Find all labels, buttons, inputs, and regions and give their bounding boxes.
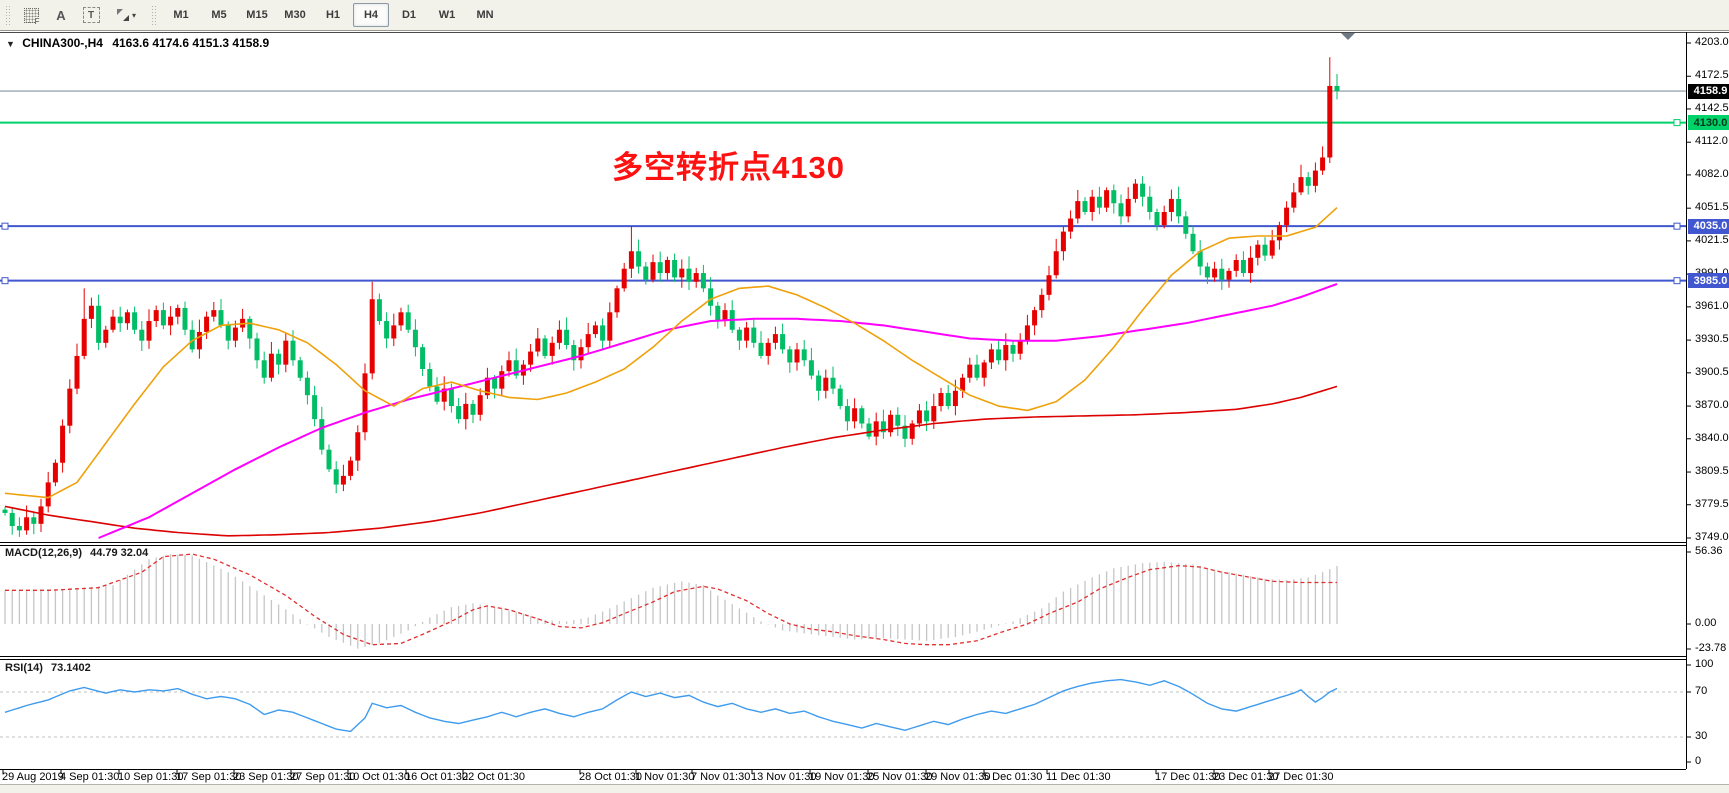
time-tick-label: 17 Sep 01:30	[176, 771, 242, 783]
time-tick-label: 13 Nov 01:30	[751, 771, 817, 783]
level-price-badge: 3985.0	[1688, 273, 1729, 289]
chart-title-ohlc: 4163.6 4174.6 4151.3 4158.9	[112, 36, 270, 50]
text-label-button[interactable]: A	[48, 4, 74, 26]
moving-average	[4, 207, 1338, 499]
level-price-badge: 4130.0	[1688, 115, 1729, 131]
time-tick-label: 11 Dec 01:30	[1046, 771, 1111, 783]
macd-label: MACD(12,26,9) 44.79 32.04	[5, 547, 148, 559]
time-tick-label: 17 Dec 01:30	[1155, 771, 1221, 783]
time-tick-label: 22 Oct 01:30	[462, 771, 525, 783]
price-tick-label: 3840.0	[1695, 431, 1729, 444]
timeframe-h4-button[interactable]: H4	[353, 3, 389, 27]
text-box-button[interactable]: T	[78, 4, 104, 26]
timeframe-m30-button[interactable]: M30	[284, 9, 306, 21]
time-tick-label: 29 Aug 2019	[2, 771, 64, 783]
price-tick-label: 3749.0	[1695, 531, 1729, 543]
time-tick-label: 27 Sep 01:30	[290, 771, 356, 783]
price-tick-label: 4051.5	[1695, 201, 1729, 214]
price-tick-label: 3779.5	[1695, 497, 1729, 510]
rsi-value: 73.1402	[50, 662, 91, 674]
rsi-name: RSI(14)	[5, 662, 43, 674]
toolbar-grip[interactable]	[5, 5, 11, 25]
level-price-badge: 4035.0	[1688, 218, 1729, 234]
price-tick-label: 3961.0	[1695, 299, 1729, 312]
grid-f-button[interactable]: F	[18, 4, 44, 26]
line-handle	[1673, 277, 1681, 285]
price-tick-label: 3870.0	[1695, 399, 1729, 412]
time-tick-label: 19 Nov 01:30	[809, 771, 875, 783]
current-price-badge: 4158.9	[1688, 83, 1729, 99]
timeframe-m1-button[interactable]: M1	[173, 9, 189, 21]
toolbar: F A T ▾ M1 M5 M15 M30 H1 H4 D1 W1 MN	[0, 0, 1729, 31]
chart-title: ▼ CHINA300-,H4 4163.6 4174.6 4151.3 4158…	[6, 36, 269, 50]
price-tick-label: 3930.5	[1695, 333, 1729, 346]
timeframe-button-group: M1 M5 M15 M30 H1 H4 D1 W1 MN	[162, 3, 504, 27]
dropdown-caret-icon: ▾	[131, 10, 136, 20]
time-tick-label: 10 Oct 01:30	[347, 771, 410, 783]
price-tick-label: 4112.0	[1695, 135, 1728, 148]
time-tick-label: 28 Oct 01:30	[579, 771, 642, 783]
price-tick-label: 4142.5	[1695, 101, 1729, 114]
chart-annotation-text[interactable]: 多空转折点4130	[612, 150, 845, 185]
timeframe-m5-button[interactable]: M5	[211, 9, 227, 21]
price-tick-label: 4203.0	[1695, 36, 1729, 48]
chart-shift-marker-icon	[1341, 33, 1355, 40]
rsi-tick-label: 100	[1695, 658, 1714, 670]
timeframe-h1-button[interactable]: H1	[325, 9, 341, 21]
time-tick-label: 4 Sep 01:30	[60, 771, 120, 783]
timeframe-d1-button[interactable]: D1	[401, 9, 417, 21]
macd-name: MACD(12,26,9)	[5, 547, 83, 559]
window-bottom-strip	[0, 784, 1729, 793]
time-tick-label: 23 Sep 01:30	[233, 771, 299, 783]
chart-title-symbol: CHINA300-,H4	[22, 36, 103, 50]
time-tick-label: 10 Sep 01:30	[118, 771, 184, 783]
toolbar-grip[interactable]	[151, 5, 157, 25]
line-handle	[1673, 119, 1681, 127]
macd-tick-label: -23.78	[1695, 642, 1727, 654]
timeframe-w1-button[interactable]: W1	[438, 9, 456, 21]
macd-signal-line	[5, 553, 1337, 646]
cycle-arrows-icon	[116, 8, 130, 22]
macd-tick-label: 0.00	[1695, 617, 1717, 629]
time-tick-label: 29 Nov 01:30	[925, 771, 991, 783]
time-tick-label: 27 Dec 01:30	[1268, 771, 1334, 783]
price-tick-label: 3900.5	[1695, 365, 1729, 378]
moving-average	[98, 283, 1338, 539]
line-handle	[1, 277, 9, 285]
moving-average	[4, 385, 1338, 537]
rsi-tick-label: 70	[1695, 685, 1708, 697]
macd-histogram	[4, 554, 1338, 649]
rsi-tick-label: 30	[1695, 730, 1708, 742]
time-tick-label: 5 Dec 01:30	[983, 771, 1043, 783]
cycle-arrows-button[interactable]: ▾	[108, 4, 144, 26]
text-box-icon: T	[82, 7, 100, 23]
time-tick-label: 23 Dec 01:30	[1213, 771, 1279, 783]
rsi-line	[4, 678, 1338, 733]
price-tick-label: 4082.0	[1695, 167, 1729, 180]
rsi-label: RSI(14) 73.1402	[5, 662, 91, 674]
symbol-menu-icon[interactable]: ▼	[6, 39, 15, 49]
rsi-tick-label: 0	[1695, 755, 1702, 767]
text-label-icon: A	[56, 7, 66, 23]
price-tick-label: 3809.5	[1695, 465, 1729, 478]
macd-tick-label: 56.36	[1695, 545, 1723, 557]
macd-values: 44.79 32.04	[90, 547, 149, 559]
price-tick-label: 4021.5	[1695, 233, 1729, 246]
grid-f-icon: F	[23, 7, 40, 26]
price-tick-label: 4172.5	[1695, 69, 1729, 82]
time-tick-label: 7 Nov 01:30	[691, 771, 751, 783]
time-tick-label: 1 Nov 01:30	[635, 771, 695, 783]
time-tick-label: 25 Nov 01:30	[867, 771, 933, 783]
line-handle	[1673, 222, 1681, 230]
candles	[2, 57, 1340, 537]
timeframe-mn-button[interactable]: MN	[476, 9, 494, 21]
timeframe-m15-button[interactable]: M15	[246, 9, 268, 21]
line-handle	[1, 222, 9, 230]
time-tick-label: 16 Oct 01:30	[405, 771, 468, 783]
